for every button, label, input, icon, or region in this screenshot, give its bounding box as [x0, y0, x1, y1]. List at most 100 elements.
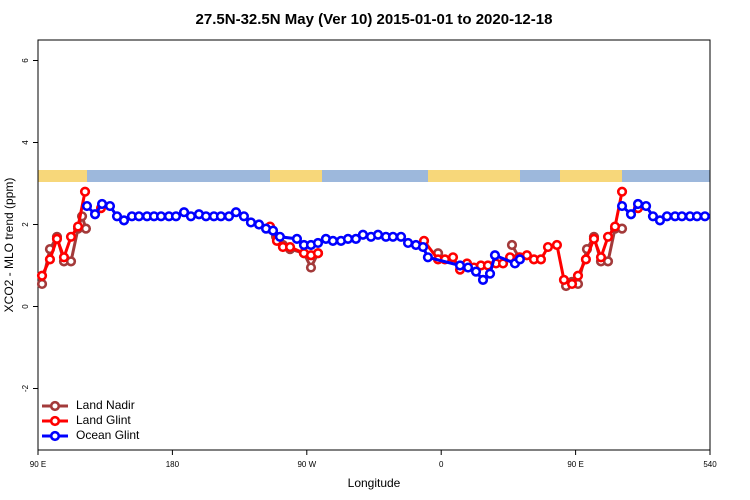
data-point: [118, 215, 130, 226]
land-band: [270, 170, 322, 182]
data-point: [36, 278, 48, 290]
land-band: [428, 170, 520, 182]
data-point: [58, 252, 70, 263]
data-point: [632, 198, 644, 210]
data-point: [327, 235, 339, 246]
chart-title: 27.5N-32.5N May (Ver 10) 2015-01-01 to 2…: [196, 11, 553, 28]
data-point: [602, 231, 614, 242]
data-point: [81, 200, 93, 212]
legend-marker: [49, 430, 61, 442]
data-point: [36, 270, 48, 281]
data-point: [80, 223, 92, 234]
data-point: [521, 250, 533, 261]
data-point: [178, 207, 190, 218]
plot-frame: [37, 39, 711, 451]
data-point: [305, 262, 317, 273]
y-tick-label: 2: [21, 222, 30, 227]
surface-strip: [38, 170, 710, 182]
data-point: [44, 254, 56, 265]
data-point: [691, 211, 703, 222]
data-point: [274, 231, 286, 242]
data-point: [284, 241, 296, 253]
data-point: [312, 248, 324, 259]
data-point: [462, 262, 474, 273]
data-point: [72, 221, 84, 232]
legend-marker: [49, 415, 61, 427]
data-point: [350, 233, 362, 244]
x-tick-label: 90 E: [30, 460, 46, 469]
legend-label: Ocean Glint: [76, 428, 140, 442]
data-point: [96, 198, 108, 210]
ocean-band: [38, 170, 710, 182]
data-point: [312, 237, 324, 249]
data-point: [111, 211, 123, 222]
data-point: [609, 221, 621, 232]
x-tick-label: 180: [166, 460, 180, 469]
data-point: [447, 252, 459, 263]
data-point: [185, 211, 197, 222]
land-band: [560, 170, 622, 182]
data-point: [616, 200, 628, 212]
data-point: [558, 274, 570, 285]
data-point: [640, 200, 652, 212]
legend-label: Land Glint: [76, 413, 131, 427]
data-point: [489, 250, 501, 261]
x-axis-label: Longitude: [348, 476, 401, 490]
x-tick-label: 0: [439, 460, 444, 469]
data-point: [253, 219, 265, 230]
data-point: [342, 233, 354, 244]
data-point: [65, 231, 77, 242]
data-point: [470, 266, 482, 277]
data-point: [372, 229, 384, 240]
data-point: [200, 211, 212, 222]
data-point: [238, 211, 250, 222]
data-point: [417, 241, 429, 253]
x-tick-label: 540: [703, 460, 717, 469]
data-point: [402, 237, 414, 249]
y-tick-label: 4: [21, 140, 30, 145]
data-point: [676, 211, 688, 222]
data-point: [104, 200, 116, 212]
data-point: [580, 254, 592, 265]
y-tick-label: 6: [21, 58, 30, 63]
data-point: [215, 211, 227, 222]
x-tick-label: 90 W: [297, 460, 316, 469]
data-point: [654, 215, 666, 226]
data-point: [661, 211, 673, 222]
data-point: [595, 252, 607, 263]
data-point: [291, 233, 303, 244]
data-point: [454, 260, 466, 271]
data-point: [588, 233, 600, 244]
data-point: [65, 256, 77, 267]
data-point: [51, 233, 63, 244]
x-tick-label: 90 E: [567, 460, 583, 469]
legend-label: Land Nadir: [76, 398, 135, 412]
y-tick-label: -2: [21, 384, 30, 392]
data-point: [602, 256, 614, 267]
data-point: [572, 270, 584, 281]
data-point: [566, 278, 578, 290]
data-point: [625, 209, 637, 220]
data-point: [506, 239, 518, 251]
data-point: [79, 186, 91, 197]
data-point: [422, 252, 434, 263]
data-point: [647, 211, 659, 222]
y-axis-label: XCO2 - MLO trend (ppm): [2, 178, 16, 313]
data-point: [223, 211, 235, 222]
data-point: [133, 211, 145, 222]
data-point: [357, 229, 369, 240]
data-point: [484, 268, 496, 279]
data-point: [387, 231, 399, 242]
data-point: [514, 254, 525, 265]
legend-marker: [49, 400, 61, 412]
data-point: [477, 274, 489, 285]
data-point: [542, 241, 554, 253]
data-point: [699, 211, 711, 222]
data-point: [535, 254, 547, 265]
data-point: [551, 239, 563, 251]
data-point: [395, 231, 407, 242]
land-band: [38, 170, 87, 182]
data-point: [89, 209, 101, 220]
y-tick-label: 0: [21, 304, 30, 309]
